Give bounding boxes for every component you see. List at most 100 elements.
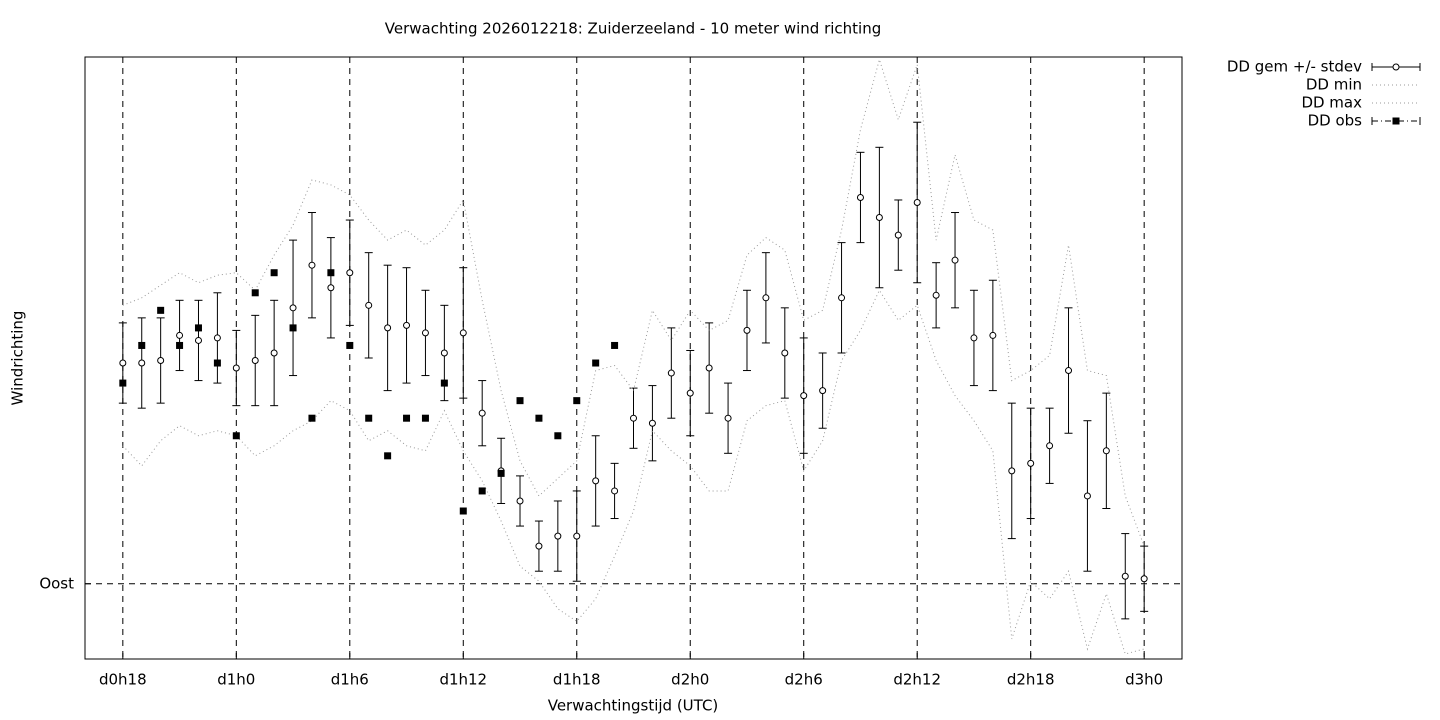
mean-point — [289, 304, 297, 312]
x-axis-label: Verwachtingstijd (UTC) — [548, 697, 719, 715]
mean-point — [592, 477, 600, 485]
mean-point — [648, 419, 656, 427]
mean-point — [232, 364, 240, 372]
mean-point — [743, 326, 751, 334]
x-tick-label: d2h12 — [893, 671, 941, 689]
x-tick-label: d3h0 — [1125, 671, 1163, 689]
obs-point — [592, 359, 600, 367]
obs-point — [270, 269, 278, 277]
obs-point — [516, 397, 524, 405]
mean-point — [686, 389, 694, 397]
mean-point — [970, 334, 978, 342]
obs-point — [327, 269, 335, 277]
obs-point — [611, 341, 619, 349]
obs-point — [554, 432, 562, 440]
mean-point — [308, 261, 316, 269]
y-axis-label: Windrichting — [9, 311, 27, 406]
obs-point — [157, 306, 165, 314]
obs-point — [535, 414, 543, 422]
y-tick-label: Oost — [39, 574, 74, 592]
mean-point — [459, 329, 467, 337]
mean-point — [440, 349, 448, 357]
mean-point — [611, 487, 619, 495]
mean-point — [894, 231, 902, 239]
chart-title: Verwachting 2026012218: Zuiderzeeland - … — [385, 20, 881, 38]
min-max-line — [122, 57, 1145, 547]
obs-point — [497, 469, 505, 477]
mean-point — [403, 321, 411, 329]
mean-point — [762, 294, 770, 302]
obs-point — [119, 379, 127, 387]
mean-point — [119, 359, 127, 367]
obs-point — [346, 341, 354, 349]
mean-point — [951, 256, 959, 264]
obs-point — [176, 341, 184, 349]
obs-point — [289, 324, 297, 332]
obs-point — [138, 341, 146, 349]
legend-sample — [1392, 117, 1400, 125]
mean-point — [1102, 447, 1110, 455]
obs-point — [308, 414, 316, 422]
mean-point — [800, 392, 808, 400]
mean-point — [194, 336, 202, 344]
mean-point — [1083, 492, 1091, 500]
mean-point — [213, 334, 221, 342]
mean-point — [251, 357, 259, 365]
mean-point — [781, 349, 789, 357]
x-tick-label: d2h6 — [785, 671, 823, 689]
mean-point — [913, 198, 921, 206]
obs-point — [459, 507, 467, 515]
obs-point — [232, 432, 240, 440]
obs-point — [365, 414, 373, 422]
x-tick-label: d2h0 — [671, 671, 709, 689]
obs-point — [403, 414, 411, 422]
mean-point — [176, 331, 184, 339]
obs-point — [478, 487, 486, 495]
legend-label: DD gem +/- stdev — [1227, 58, 1362, 76]
mean-point — [554, 532, 562, 540]
mean-point — [1008, 467, 1016, 475]
mean-point — [667, 369, 675, 377]
mean-point — [856, 193, 864, 201]
mean-point — [573, 532, 581, 540]
x-tick-label: d0h18 — [99, 671, 147, 689]
mean-point — [535, 542, 543, 550]
mean-point — [1046, 442, 1054, 450]
mean-point — [1140, 575, 1148, 583]
mean-point — [421, 329, 429, 337]
legend-sample — [1392, 63, 1400, 71]
mean-point — [819, 387, 827, 395]
x-tick-label: d1h6 — [331, 671, 369, 689]
obs-point — [194, 324, 202, 332]
x-tick-label: d1h18 — [553, 671, 601, 689]
min-max-line — [122, 289, 1145, 655]
mean-point — [516, 497, 524, 505]
obs-point — [573, 397, 581, 405]
mean-point — [838, 294, 846, 302]
legend-label: DD max — [1301, 94, 1362, 112]
mean-point — [932, 291, 940, 299]
mean-point — [478, 409, 486, 417]
x-tick-label: d1h12 — [439, 671, 487, 689]
mean-point — [138, 359, 146, 367]
mean-point — [157, 357, 165, 365]
mean-point — [630, 414, 637, 422]
x-tick-label: d1h0 — [217, 671, 255, 689]
x-tick-label: d2h18 — [1007, 671, 1055, 689]
mean-point — [1065, 367, 1073, 375]
mean-point — [327, 284, 335, 292]
plot-frame — [84, 56, 1183, 660]
mean-point — [724, 414, 732, 422]
mean-point — [384, 324, 392, 332]
plot-area — [118, 57, 1149, 655]
mean-point — [989, 331, 997, 339]
mean-point — [365, 301, 373, 309]
obs-point — [421, 414, 429, 422]
obs-point — [440, 379, 448, 387]
obs-point — [251, 289, 259, 297]
mean-point — [705, 364, 713, 372]
obs-point — [384, 452, 392, 460]
legend-label: DD min — [1306, 76, 1362, 94]
mean-point — [346, 269, 354, 277]
